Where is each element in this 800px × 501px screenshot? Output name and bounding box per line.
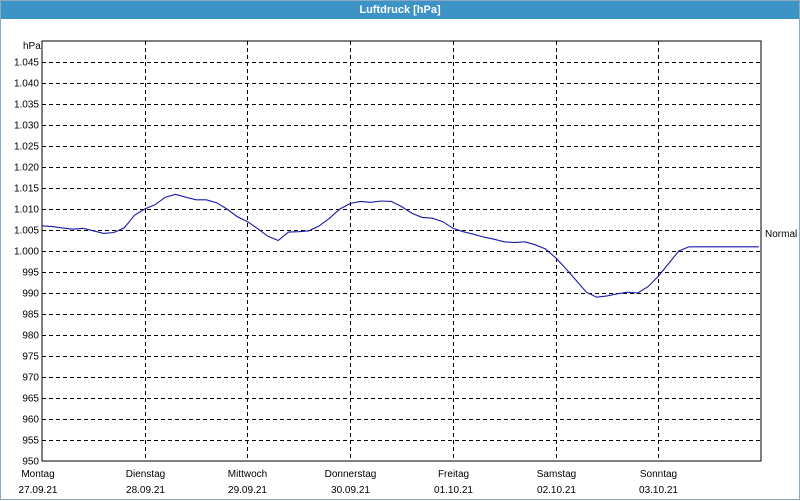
y-tick-label: 1.040 [14,79,39,90]
y-tick-label: 955 [22,436,39,447]
pressure-line [41,193,759,298]
x-tick-day: Donnerstag [325,469,377,480]
y-tick-label: 995 [22,268,39,279]
x-tick-date: 02.10.21 [537,485,576,496]
x-tick-date: 01.10.21 [434,485,473,496]
y-tick-label: 965 [22,394,39,405]
x-tick-date: 27.09.21 [19,485,58,496]
y-tick-label: 1.015 [14,184,39,195]
y-tick-label: 975 [22,352,39,363]
y-tick-label: 1.010 [14,205,39,216]
y-tick-label: 1.030 [14,121,39,132]
y-tick-label: 1.000 [14,247,39,258]
chart-title: Luftdruck [hPa] [1,1,799,19]
x-tick-date: 29.09.21 [228,485,267,496]
y-tick-label: 980 [22,331,39,342]
y-axis-label: hPa [23,41,41,52]
x-tick-date: 30.09.21 [331,485,370,496]
x-tick-day: Mittwoch [228,469,267,480]
x-tick-day: Dienstag [126,469,165,480]
y-tick-label: 950 [22,457,39,468]
x-tick-day: Montag [21,469,54,480]
x-tick-date: 28.09.21 [126,485,165,496]
x-tick-day: Samstag [537,469,576,480]
x-tick-day: Sonntag [640,469,677,480]
reference-label: Normal [765,229,797,240]
x-tick-date: 03.10.21 [639,485,678,496]
y-tick-label: 990 [22,289,39,300]
y-tick-label: 1.045 [14,58,39,69]
y-tick-label: 1.020 [14,163,39,174]
y-tick-label: 1.025 [14,142,39,153]
y-tick-label: 985 [22,310,39,321]
y-tick-label: 1.035 [14,100,39,111]
y-tick-label: 960 [22,415,39,426]
x-tick-day: Freitag [438,469,469,480]
y-tick-label: 1.005 [14,226,39,237]
y-tick-label: 970 [22,373,39,384]
